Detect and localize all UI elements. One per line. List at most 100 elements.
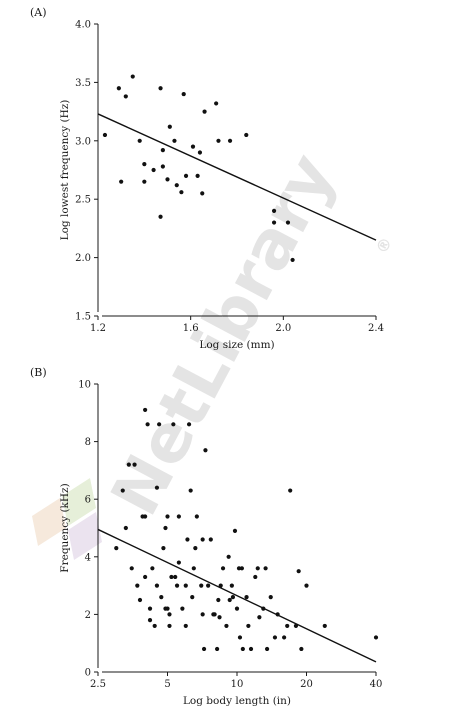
chart-a-y-tick-label: 1.5 [75, 312, 91, 323]
chart-b-data-point [211, 612, 215, 616]
chart-b-data-point [288, 488, 292, 492]
chart-b-data-point [246, 624, 250, 628]
chart-b-data-point [157, 422, 161, 426]
chart-b-data-point [143, 408, 147, 412]
chart-b-data-point [143, 575, 147, 579]
chart-b-y-tick-label: 10 [78, 380, 91, 391]
chart-b-data-point [163, 526, 167, 530]
chart-a-data-point [198, 150, 202, 154]
chart-b-data-point [217, 615, 221, 619]
chart-b-data-point [304, 584, 308, 588]
chart-b-x-axis-label: Log body length (in) [183, 695, 291, 707]
chart-a-data-point [272, 220, 276, 224]
chart-a-y-tick-label: 3.0 [75, 136, 91, 147]
chart-a-data-point [152, 168, 156, 172]
chart-a-data-point [158, 215, 162, 219]
chart-b-data-point [201, 612, 205, 616]
chart-b-data-point [216, 598, 220, 602]
chart-a-data-point [165, 177, 169, 181]
chart-b-data-point [244, 595, 248, 599]
chart-a-data-point [216, 139, 220, 143]
chart-b-data-point [184, 584, 188, 588]
chart-b-data-point [209, 537, 213, 541]
chart-b-data-point [159, 595, 163, 599]
chart-a-x-tick-label: 1.6 [183, 323, 199, 334]
chart-b-data-point [285, 624, 289, 628]
chart-b-y-tick-label: 8 [85, 437, 91, 448]
chart-b-x-tick-label: 2.5 [90, 679, 106, 690]
chart-b-data-point [241, 647, 245, 651]
chart-b-data-point [167, 612, 171, 616]
chart-a-data-point [182, 92, 186, 96]
chart-b-data-point [323, 624, 327, 628]
chart-b-data-point [201, 537, 205, 541]
chart-a-data-point [103, 133, 107, 137]
chart-b-x-tick-label: 40 [370, 679, 383, 690]
chart-a-x-tick-label: 2.0 [275, 323, 291, 334]
chart-b-y-tick-label: 4 [85, 552, 91, 563]
chart-b-data-point [257, 615, 261, 619]
watermark-registered: ® [372, 234, 396, 257]
chart-b-data-point [180, 607, 184, 611]
chart-b-data-point [238, 635, 242, 639]
chart-b-data-point [199, 584, 203, 588]
chart-b-data-point [227, 555, 231, 559]
chart-b-data-point [261, 607, 265, 611]
chart-a-y-tick-label: 2.0 [75, 253, 91, 264]
chart-b-data-point [193, 546, 197, 550]
chart-b-data-point [153, 624, 157, 628]
chart-b-data-point [230, 584, 234, 588]
chart-a-x-axis-label: Log size (mm) [199, 339, 274, 351]
chart-b-data-point [124, 526, 128, 530]
chart-b-data-point [138, 598, 142, 602]
chart-b-data-point [299, 647, 303, 651]
chart-b-data-point [215, 647, 219, 651]
chart-a-data-point [202, 110, 206, 114]
chart-b-data-point [224, 624, 228, 628]
chart-a-data-point [138, 139, 142, 143]
chart-a-data-point [244, 133, 248, 137]
chart-b-data-point [167, 624, 171, 628]
chart-b-data-point [140, 514, 144, 518]
chart-a-data-point [291, 258, 295, 262]
chart-b-data-point [130, 566, 134, 570]
chart-b-data-point [263, 566, 267, 570]
chart-a-y-axis-label: Log lowest frequency (Hz) [59, 100, 71, 241]
chart-a-data-point [124, 94, 128, 98]
chart-b-data-point [221, 566, 225, 570]
chart-b-data-point [132, 463, 136, 467]
chart-b-data-point [282, 635, 286, 639]
chart-b-data-point [228, 598, 232, 602]
chart-a-data-point [142, 162, 146, 166]
chart-a-data-point [119, 180, 123, 184]
chart-b-data-point [195, 514, 199, 518]
chart-a-data-point [214, 101, 218, 105]
chart-b-data-point [155, 486, 159, 490]
chart-b-data-point [235, 607, 239, 611]
chart-b-data-point [135, 584, 139, 588]
chart-a-x-tick-label: 2.4 [368, 323, 384, 334]
chart-b-data-point [269, 595, 273, 599]
chart-a-y-tick-label: 4.0 [75, 20, 91, 31]
chart-b-data-point [169, 575, 173, 579]
chart-a-data-point [228, 139, 232, 143]
chart-a-data-point [286, 220, 290, 224]
chart-b-data-point [237, 566, 241, 570]
chart-b-data-point [297, 569, 301, 573]
chart-b-data-point [184, 624, 188, 628]
chart-b-data-point [265, 647, 269, 651]
chart-b-panel-label: (B) [30, 366, 47, 379]
chart-a-data-point [172, 139, 176, 143]
watermark-text: NetLibrary [96, 142, 350, 528]
chart-a-data-point [196, 174, 200, 178]
chart-b-data-point [231, 595, 235, 599]
chart-b-y-tick-label: 0 [85, 668, 91, 679]
chart-a-data-point [161, 148, 165, 152]
chart-b-x-tick-label: 10 [231, 679, 244, 690]
chart-b-data-point [206, 584, 210, 588]
chart-b-x-tick-label: 20 [300, 679, 313, 690]
chart-b-data-point [177, 514, 181, 518]
chart-b-data-point [161, 546, 165, 550]
chart-b-y-tick-label: 6 [85, 495, 91, 506]
chart-b-data-point [163, 607, 167, 611]
